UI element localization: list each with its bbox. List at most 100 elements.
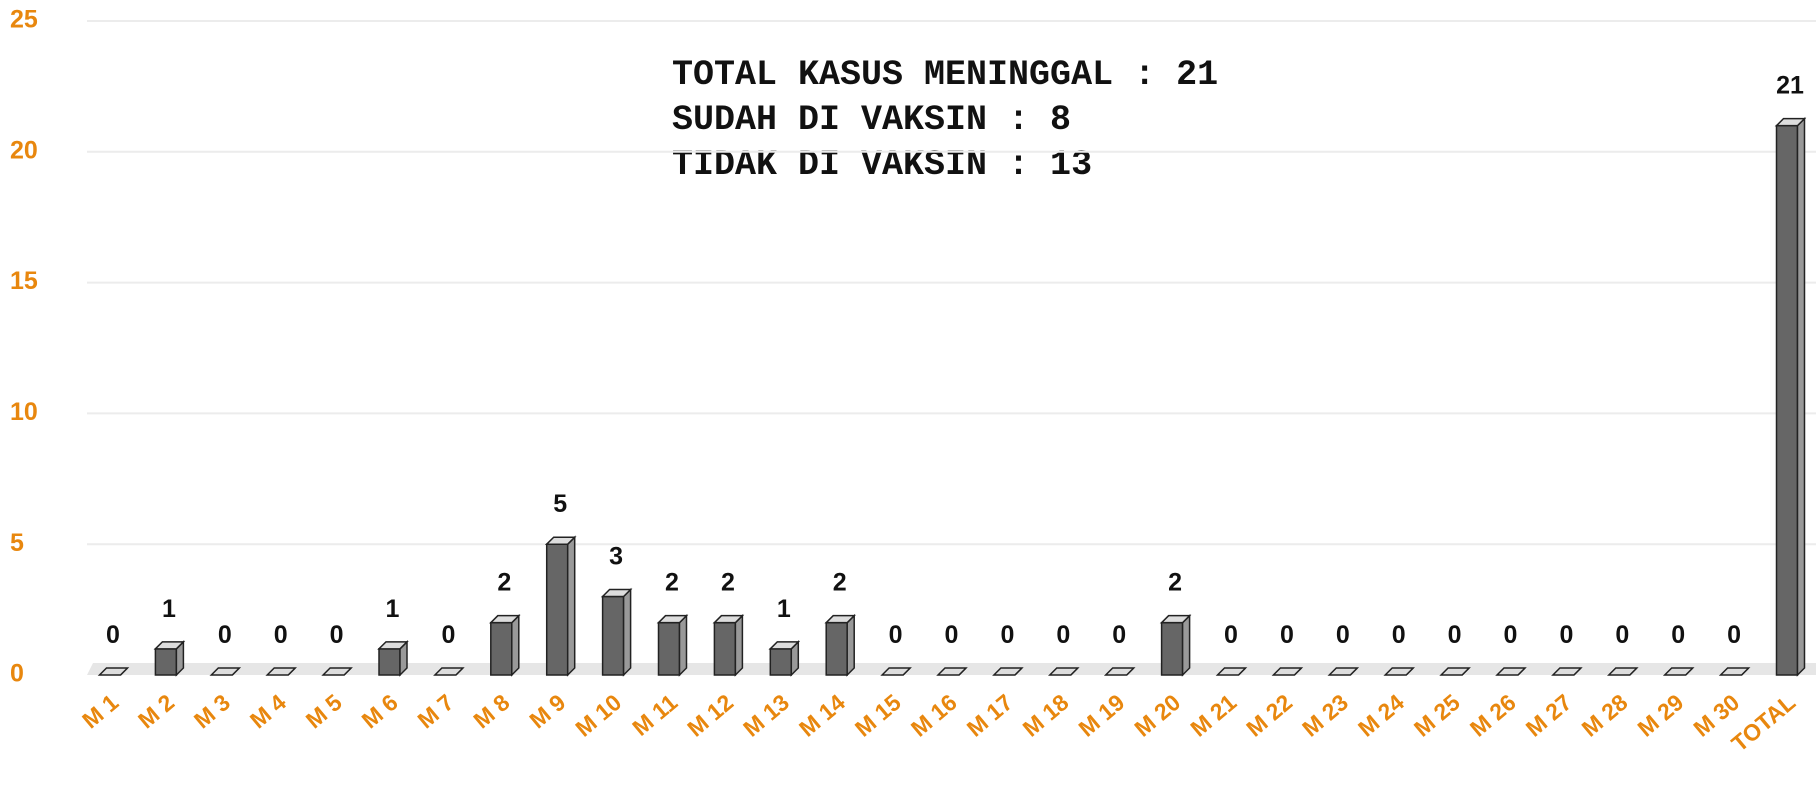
bar-top: [880, 667, 912, 676]
bar: [209, 667, 242, 676]
x-tick-label: M 8: [468, 689, 514, 734]
data-label: 0: [945, 621, 959, 649]
x-tick-label: M 1: [77, 689, 123, 734]
bar-top: [1662, 667, 1695, 676]
x-tick-label: M 28: [1577, 689, 1633, 742]
bar: [880, 667, 912, 676]
bar-top: [209, 667, 242, 676]
bar-top: [1159, 614, 1192, 624]
data-label: 0: [1727, 621, 1741, 649]
data-label: 2: [1168, 569, 1182, 597]
bar: [824, 613, 857, 677]
bar-top: [936, 667, 968, 676]
x-tick-label: M 15: [850, 689, 906, 742]
x-tick-label: M 2: [133, 689, 179, 734]
data-label: 0: [330, 621, 344, 649]
bar-front: [545, 543, 569, 676]
bar-front: [154, 648, 178, 676]
bar: [265, 667, 298, 676]
bar-side: [734, 613, 744, 677]
bar-top: [433, 667, 465, 676]
bar-top: [1103, 667, 1136, 676]
x-tick-label: M 22: [1241, 689, 1297, 742]
bar-top: [97, 667, 130, 676]
bar-front: [490, 621, 513, 676]
y-tick-label: 10: [10, 398, 38, 426]
x-tick-label: M 5: [301, 689, 347, 734]
bar: [1774, 116, 1807, 677]
data-label: 0: [1056, 621, 1070, 649]
x-tick-label: M 24: [1353, 689, 1409, 742]
data-label: 0: [1280, 621, 1294, 649]
bar: [1327, 667, 1360, 676]
bar-top: [1718, 667, 1751, 676]
data-label: 0: [1671, 621, 1685, 649]
bar-top: [1774, 117, 1807, 127]
bar: [488, 613, 521, 677]
x-tick-label: M 25: [1409, 689, 1465, 742]
data-label: 0: [441, 621, 455, 649]
x-tick-label: M 12: [682, 689, 738, 742]
bar-top: [488, 614, 521, 624]
data-label: 2: [833, 569, 847, 597]
bar-front: [1160, 621, 1184, 676]
bar: [321, 667, 353, 676]
x-tick-label: M 26: [1465, 689, 1521, 742]
data-label: 0: [218, 621, 232, 649]
x-tick-label: M 7: [413, 689, 459, 734]
bar-side: [1796, 116, 1806, 677]
data-label: 1: [777, 595, 791, 623]
data-label: 3: [609, 543, 623, 571]
x-tick-label: M 19: [1074, 689, 1130, 742]
bar-top: [265, 667, 298, 676]
y-tick-label: 20: [10, 136, 38, 164]
bar: [1551, 667, 1583, 676]
data-label: 2: [721, 569, 735, 597]
bar: [992, 667, 1024, 676]
data-label: 1: [162, 595, 176, 623]
bar: [1383, 667, 1416, 676]
data-label: 2: [497, 569, 511, 597]
x-tick-label: M 21: [1185, 689, 1241, 742]
bar: [656, 613, 689, 677]
bar-top: [1383, 667, 1416, 676]
data-label: 0: [889, 621, 903, 649]
data-label: 2: [665, 569, 679, 597]
data-label: 0: [1336, 621, 1350, 649]
bar-top: [600, 588, 633, 598]
data-label: 0: [1112, 621, 1126, 649]
bar: [1495, 667, 1527, 676]
bar: [1159, 613, 1192, 677]
bar-top: [1215, 667, 1248, 676]
bar: [433, 667, 465, 676]
bar-top: [1551, 667, 1583, 676]
x-tick-label: M 20: [1129, 689, 1185, 742]
bar: [1606, 667, 1639, 676]
bar-front: [769, 648, 793, 676]
bar-top: [1495, 667, 1527, 676]
bar: [1439, 667, 1471, 676]
data-label: 1: [386, 595, 400, 623]
x-tick-label: M 23: [1297, 689, 1353, 742]
bar: [97, 667, 130, 676]
bar-top: [768, 641, 801, 650]
data-label: 0: [106, 621, 120, 649]
bar-side: [678, 613, 688, 677]
x-tick-label: M 17: [962, 689, 1018, 742]
data-label: 0: [274, 621, 288, 649]
bar: [1271, 667, 1304, 676]
bar: [1215, 667, 1248, 676]
bar-top: [321, 667, 353, 676]
x-tick-label: M 29: [1633, 689, 1689, 742]
bar: [936, 667, 968, 676]
data-label: 0: [1000, 621, 1014, 649]
data-label: 0: [1559, 621, 1573, 649]
x-tick-label: M 6: [357, 689, 403, 734]
x-tick-label: TOTAL: [1726, 689, 1800, 757]
bar-side: [622, 587, 632, 677]
bar: [1047, 667, 1080, 676]
bar-side: [566, 535, 576, 677]
data-label: 0: [1504, 621, 1518, 649]
